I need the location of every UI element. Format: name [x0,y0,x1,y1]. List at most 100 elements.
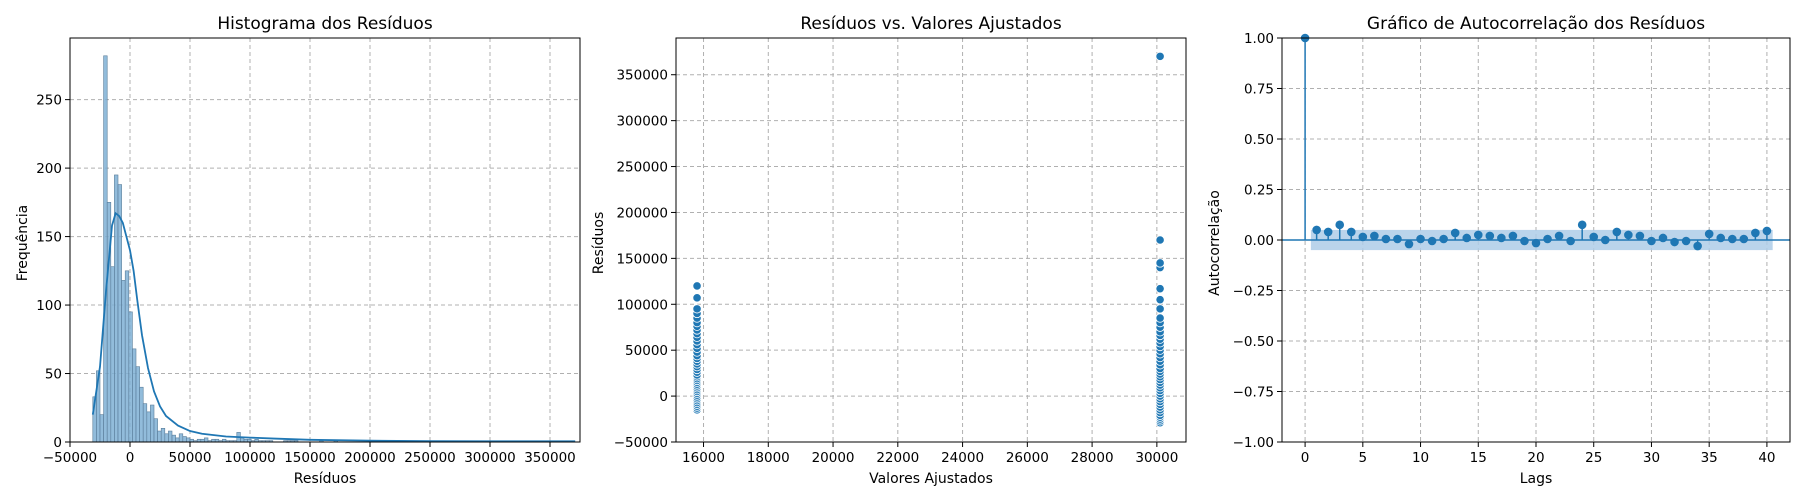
acf-point [1658,233,1668,243]
acf-point [1762,226,1772,236]
acf-point [1404,239,1414,249]
acf-point [1647,236,1656,246]
scatter-frame [675,37,1187,443]
histogram-title: Histograma dos Resíduos [217,14,433,34]
histogram-bar [204,437,209,443]
histogram-bar [168,430,173,443]
acf-xlabel: Lags [1520,471,1553,487]
acf-point [1739,234,1749,244]
histogram-bar [139,386,144,443]
acf-point [1751,228,1760,238]
histogram-ytick-label: 150 [36,230,62,246]
scatter-panel: Resíduos vs. Valores Ajustados Valores A… [591,14,1187,487]
acf-ytick-label: −0.25 [1233,284,1274,300]
acf-point [1508,231,1518,241]
acf-panel: Gráfico de Autocorrelação dos Resíduos L… [1207,14,1791,487]
acf-point [1531,238,1541,248]
histogram-bar [157,430,162,443]
scatter-point [692,281,702,291]
histogram-frame [69,37,581,443]
histogram-bar [99,414,104,443]
acf-point [1450,228,1460,238]
acf-ytick-label: −1.00 [1233,435,1274,451]
acf-xtick-label: 30 [1643,450,1660,466]
histogram-bar [164,433,169,443]
scatter-point [692,293,702,303]
histogram-xtick-label: 0 [126,450,135,466]
acf-point [1381,234,1391,244]
acf-title: Gráfico de Autocorrelação dos Resíduos [1367,14,1705,34]
acf-point [1335,220,1345,230]
histogram-ytick-label: 250 [36,93,62,109]
acf-point [1520,236,1529,246]
histogram-bar [121,280,126,443]
scatter-ytick-label: 50000 [625,343,668,359]
acf-point [1497,233,1506,243]
acf-point [1370,231,1379,241]
acf-point [1727,234,1737,244]
scatter-xtick-label: 26000 [1006,450,1049,466]
acf-xtick-label: 25 [1585,450,1602,466]
scatter-ytick-label: 100000 [616,297,668,313]
acf-point [1346,227,1356,237]
acf-point [1543,234,1552,244]
histogram-bar [146,411,151,443]
acf-xtick-label: 10 [1412,450,1429,466]
scatter-xtick-label: 24000 [941,450,984,466]
acf-point [1462,233,1472,243]
histogram-bar [103,55,108,443]
scatter-ytick-label: 350000 [616,68,668,84]
acf-point [1635,231,1645,241]
scatter-point [1155,313,1165,323]
acf-point [1323,227,1333,237]
histogram-xtick-label: 350000 [524,450,576,466]
acf-point [1416,234,1425,244]
histogram-bar [135,366,140,443]
acf-point [1358,232,1368,242]
acf-ytick-label: 1.00 [1244,31,1274,47]
scatter-point [1155,51,1165,61]
histogram-xtick-label: 300000 [464,450,516,466]
acf-point [1716,233,1726,243]
acf-frame [1281,37,1791,443]
scatter-ytick-label: 300000 [616,114,668,130]
acf-point [1681,236,1691,246]
scatter-point [1155,235,1165,245]
scatter-ylabel: Resíduos [591,212,607,275]
histogram-bar [142,403,148,443]
acf-ytick-label: −0.75 [1233,385,1274,401]
scatter-xtick-label: 30000 [1135,450,1178,466]
scatter-ytick-label: 200000 [616,205,668,221]
acf-ytick-label: 0.75 [1244,82,1274,98]
acf-point [1473,230,1483,240]
acf-point [1600,235,1610,245]
acf-point [1670,237,1679,247]
acf-point [1312,225,1321,235]
scatter-xtick-label: 20000 [812,450,855,466]
acf-xtick-label: 35 [1701,450,1718,466]
scatter-xtick-label: 16000 [682,450,725,466]
histogram-bar [153,418,158,443]
acf-point [1566,236,1575,246]
acf-point [1427,236,1437,246]
histogram-xlabel: Resíduos [294,471,357,487]
histogram-kde-line [91,211,576,443]
acf-point [1577,220,1587,230]
scatter-point [1155,304,1165,314]
scatter-xlabel: Valores Ajustados [869,471,993,487]
acf-point [1439,234,1448,244]
scatter-ytick-label: 150000 [616,251,668,267]
scatter-point [692,304,702,314]
histogram-ylabel: Frequência [15,205,31,282]
histogram-xtick-label: 200000 [344,450,396,466]
histogram-bar [132,348,137,443]
scatter-xtick-label: 18000 [747,450,790,466]
scatter-ytick-label: −50000 [614,435,668,451]
histogram-xtick-label: 250000 [404,450,456,466]
scatter-xtick-label: 28000 [1071,450,1114,466]
scatter-point [1155,295,1165,305]
acf-point [1704,229,1714,239]
histogram-bar [160,428,166,443]
acf-xtick-label: 0 [1301,450,1310,466]
